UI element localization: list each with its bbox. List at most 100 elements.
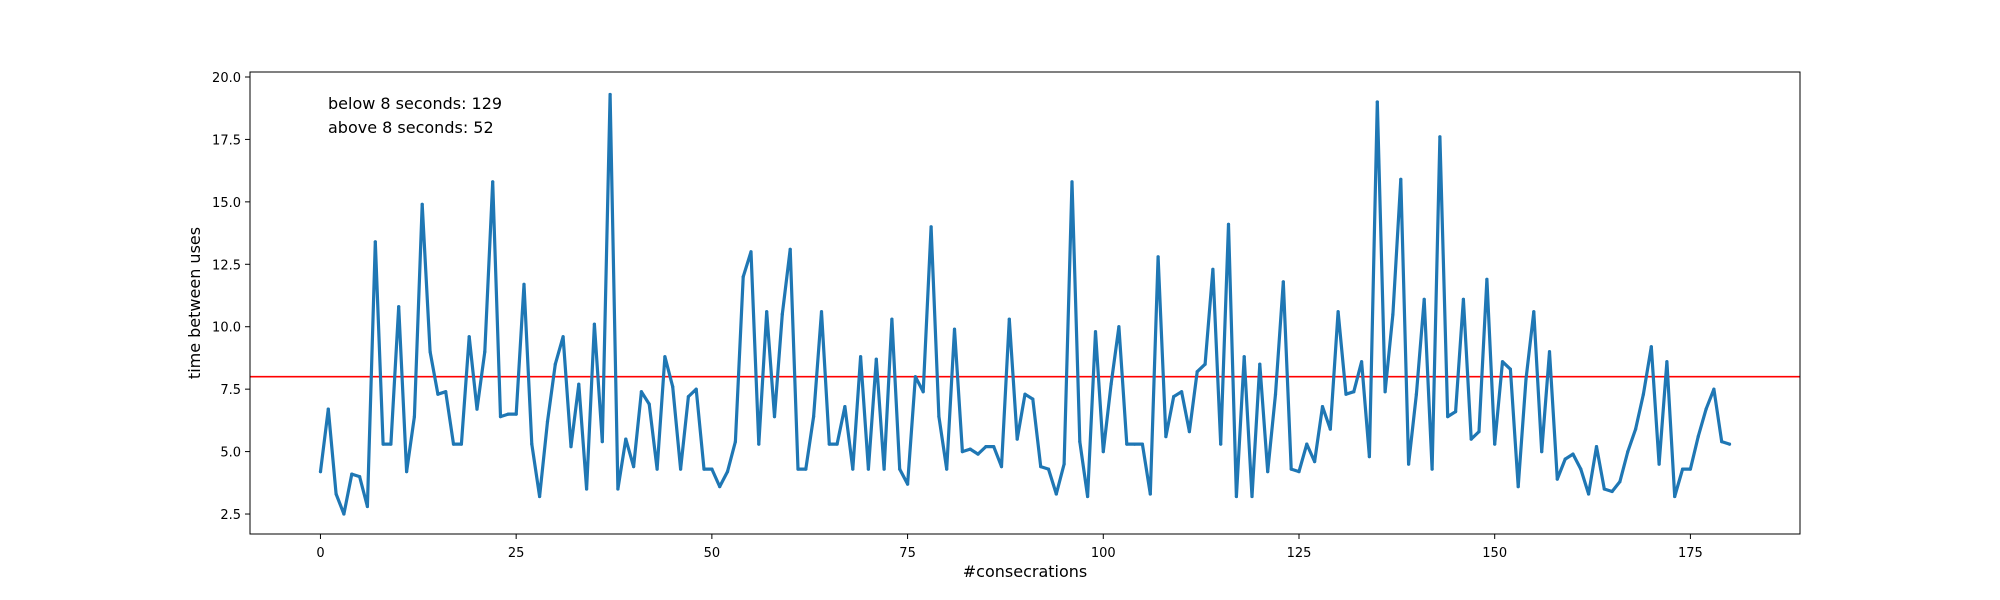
data-point: [498, 415, 503, 419]
data-point: [1696, 435, 1700, 439]
x-tick-label: 75: [899, 546, 916, 561]
data-point: [358, 475, 362, 479]
data-point: [1219, 442, 1223, 446]
data-point: [1195, 370, 1199, 374]
data-point: [890, 317, 894, 321]
data-point: [866, 467, 871, 471]
data-point: [1407, 462, 1411, 466]
data-point: [1626, 450, 1630, 454]
data-point: [976, 452, 980, 456]
data-points: [318, 92, 1732, 516]
annotation-above: above 8 seconds: 52: [328, 118, 494, 137]
data-point: [545, 420, 550, 424]
data-point: [1727, 442, 1732, 446]
data-point: [1140, 442, 1144, 446]
data-point: [639, 390, 644, 394]
y-tick-label: 15.0: [212, 196, 241, 211]
data-point: [757, 442, 761, 446]
data-point: [318, 470, 323, 474]
data-point: [1156, 255, 1160, 259]
data-point: [1164, 435, 1168, 439]
y-axis-label: time between uses: [185, 227, 204, 379]
data-point: [1109, 382, 1113, 386]
data-point: [577, 382, 581, 386]
data-point: [1391, 312, 1395, 316]
data-point: [1070, 180, 1074, 184]
data-point: [812, 415, 816, 419]
data-point: [1336, 310, 1340, 314]
data-point: [1704, 407, 1708, 411]
data-point: [1641, 392, 1645, 396]
data-point: [733, 440, 738, 444]
data-point: [702, 467, 706, 471]
data-point: [1657, 462, 1661, 466]
data-point: [1125, 442, 1129, 446]
x-tick-label: 50: [704, 546, 721, 561]
x-axis-ticks: 0 25 50 75 100 125 150 175: [316, 534, 1703, 561]
data-point: [436, 392, 440, 396]
data-point: [1649, 345, 1653, 349]
data-point: [444, 390, 448, 394]
data-point: [1242, 355, 1246, 359]
data-point: [647, 402, 651, 406]
data-point: [1579, 467, 1583, 471]
data-point: [632, 465, 636, 469]
data-point: [999, 465, 1004, 469]
data-point: [1602, 487, 1606, 491]
data-point: [1681, 467, 1685, 471]
y-tick-label: 7.5: [220, 383, 241, 398]
data-point: [569, 445, 573, 449]
data-point: [1383, 390, 1387, 394]
data-point: [491, 180, 495, 184]
data-point: [992, 445, 996, 449]
data-point: [1015, 437, 1019, 441]
data-point: [600, 440, 604, 444]
data-point: [1524, 377, 1528, 381]
data-point: [538, 494, 542, 499]
data-point: [334, 492, 338, 496]
data-point: [913, 375, 918, 379]
data-point: [765, 310, 769, 314]
data-point: [1634, 427, 1638, 431]
data-point: [514, 412, 518, 416]
data-point: [827, 442, 831, 446]
data-point: [428, 350, 432, 354]
data-point: [397, 305, 401, 309]
data-point: [929, 225, 933, 229]
data-point: [326, 407, 330, 411]
data-point: [1469, 437, 1473, 441]
data-point: [1500, 360, 1505, 364]
data-point: [788, 247, 792, 251]
data-point: [1344, 392, 1348, 396]
x-axis-label: #consecrations: [963, 562, 1087, 581]
y-tick-label: 12.5: [212, 258, 241, 273]
data-point: [718, 485, 722, 489]
y-tick-label: 10.0: [212, 321, 241, 336]
data-point: [561, 335, 565, 339]
data-point: [592, 322, 597, 326]
data-point: [1360, 360, 1364, 364]
data-point: [859, 355, 863, 359]
data-point: [1438, 135, 1442, 139]
data-point: [483, 350, 487, 354]
data-point: [1117, 325, 1121, 329]
data-point: [1289, 467, 1293, 471]
data-point: [780, 312, 784, 316]
data-point: [663, 355, 667, 359]
data-point: [381, 442, 385, 446]
data-point: [1078, 440, 1082, 444]
data-point: [1266, 470, 1270, 474]
data-point: [350, 472, 354, 476]
data-point: [679, 467, 683, 471]
data-point: [1508, 367, 1512, 371]
data-point: [725, 470, 730, 474]
data-point: [968, 447, 972, 451]
data-point: [874, 357, 878, 361]
data-point: [585, 487, 589, 491]
data-point: [741, 275, 745, 279]
data-point: [459, 442, 463, 446]
data-point: [1273, 392, 1278, 396]
data-point: [1555, 477, 1559, 481]
data-point: [898, 467, 902, 471]
data-point: [960, 450, 965, 454]
